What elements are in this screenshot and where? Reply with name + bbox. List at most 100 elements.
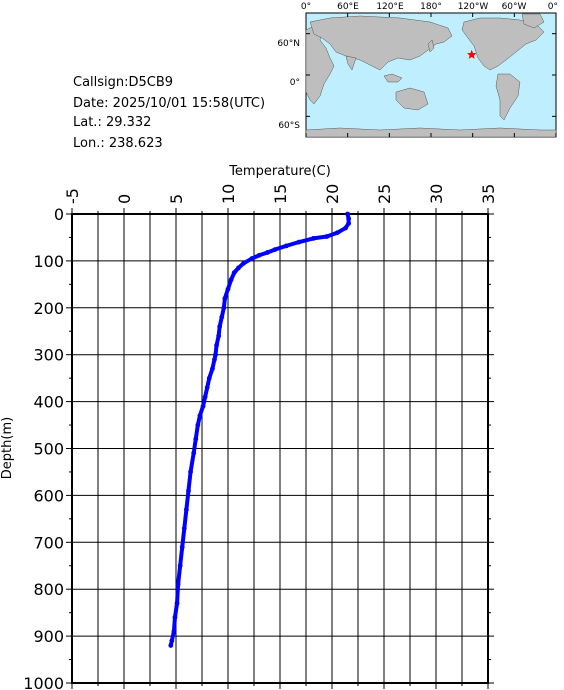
x-tick-label: 35 — [479, 184, 498, 204]
y-tick-label: 800 — [33, 580, 64, 599]
y-tick-label: 400 — [33, 393, 64, 412]
temperature-profile-series — [168, 211, 352, 648]
map-lon-label: 60°W — [502, 2, 527, 12]
data-point — [228, 277, 234, 283]
location-marker-icon — [466, 49, 477, 59]
data-point — [296, 239, 302, 245]
y-tick-label: 700 — [33, 533, 64, 552]
data-point — [345, 211, 350, 217]
series-line — [168, 212, 351, 648]
y-tick-label: 300 — [33, 346, 64, 365]
map-lat-label: 60°N — [277, 39, 300, 49]
data-point — [186, 488, 191, 494]
cast-metadata: Callsign:D5CB9 Date: 2025/10/01 15:58(UT… — [73, 75, 265, 151]
world-map: 0° 60°E 120°E 180° 120°W 60°W 0° 60°N 0°… — [277, 2, 558, 138]
data-point — [197, 413, 203, 419]
x-axis-title: Temperature(C) — [228, 164, 331, 179]
map-lat-label: 60°S — [278, 121, 300, 131]
y-tick-label: 1000 — [23, 674, 64, 690]
data-point — [216, 333, 222, 339]
data-point — [193, 436, 199, 442]
data-point — [256, 252, 262, 258]
map-graticule — [305, 13, 557, 137]
y-axis-title: Depth(m) — [0, 417, 15, 479]
data-point — [222, 296, 228, 301]
longitude-text: Lon.: 238.623 — [73, 136, 163, 151]
data-point — [225, 286, 231, 292]
chart-grid — [71, 213, 489, 684]
data-point — [188, 469, 193, 475]
data-point — [181, 525, 187, 531]
map-longitude-labels: 0° 60°E 120°E 180° 120°W 60°W 0° — [301, 2, 558, 12]
data-point — [217, 324, 223, 329]
map-land-north-america — [461, 17, 545, 71]
data-point — [214, 342, 219, 348]
data-point — [212, 356, 217, 362]
x-tick-label: 5 — [167, 194, 186, 204]
x-tick-label: 25 — [375, 184, 394, 204]
data-point — [241, 260, 247, 266]
data-point — [249, 256, 255, 261]
latitude-text: Lat.: 29.332 — [73, 115, 151, 130]
data-point — [236, 265, 241, 271]
x-tick-label: 10 — [219, 184, 238, 204]
data-point — [334, 230, 340, 236]
x-tick-label: 0 — [115, 194, 134, 204]
map-lon-label: 60°E — [337, 2, 359, 12]
data-point — [202, 394, 208, 400]
callsign-text: Callsign:D5CB9 — [73, 75, 173, 90]
data-point — [310, 235, 316, 241]
map-lat-label: 0° — [290, 78, 300, 88]
temperature-depth-chart: -5 0 5 10 15 20 25 30 35 01002003004005006007008… — [0, 164, 498, 690]
data-point — [346, 220, 352, 226]
data-point — [204, 385, 210, 390]
x-tick-label: 15 — [271, 184, 290, 204]
y-tick-label: 100 — [33, 252, 64, 271]
data-point — [272, 247, 278, 253]
y-tick-label: 200 — [33, 299, 64, 318]
map-land-indonesia — [383, 73, 403, 83]
map-lon-label: 120°W — [458, 2, 489, 12]
map-land-australia — [395, 87, 429, 111]
y-tick-label: 500 — [33, 440, 64, 459]
map-land — [305, 13, 557, 138]
data-point — [219, 314, 225, 320]
map-land-india — [345, 55, 357, 71]
y-tick-label: 0 — [54, 205, 64, 224]
data-point — [221, 305, 227, 311]
data-point — [171, 629, 177, 634]
map-lon-label: 0° — [301, 2, 311, 12]
data-point — [195, 422, 201, 428]
map-land-south-america — [495, 73, 521, 121]
data-point — [210, 366, 215, 372]
data-point — [206, 375, 212, 381]
data-point — [265, 250, 270, 255]
x-tick-label: -5 — [63, 188, 82, 204]
data-point — [175, 582, 181, 587]
map-lon-label: 180° — [420, 2, 442, 12]
y-tick-labels: 0 100 200 300 400 500 600 700 800 900 1000 — [23, 205, 64, 690]
data-point — [200, 403, 206, 409]
data-point — [168, 643, 174, 648]
map-latitude-labels: 60°N 0° 60°S — [277, 39, 300, 131]
map-lon-label: 120°E — [376, 2, 404, 12]
map-land-greenland — [521, 13, 545, 29]
data-point — [346, 216, 352, 222]
data-point — [191, 450, 197, 456]
data-point — [324, 234, 330, 239]
y-tick-label: 600 — [33, 486, 64, 505]
data-point — [177, 563, 183, 569]
x-tick-labels: -5 0 5 10 15 20 25 30 35 — [63, 184, 498, 204]
date-text: Date: 2025/10/01 15:58(UTC) — [73, 96, 265, 111]
data-point — [231, 270, 237, 276]
x-tick-label: 20 — [323, 184, 342, 204]
data-point — [213, 352, 218, 358]
data-point — [179, 544, 185, 550]
data-point — [174, 600, 180, 606]
chart-frame — [71, 213, 489, 684]
data-point — [184, 507, 189, 512]
data-point — [172, 614, 178, 620]
x-tick-label: 30 — [427, 184, 446, 204]
map-lon-label: 0° — [548, 2, 558, 12]
